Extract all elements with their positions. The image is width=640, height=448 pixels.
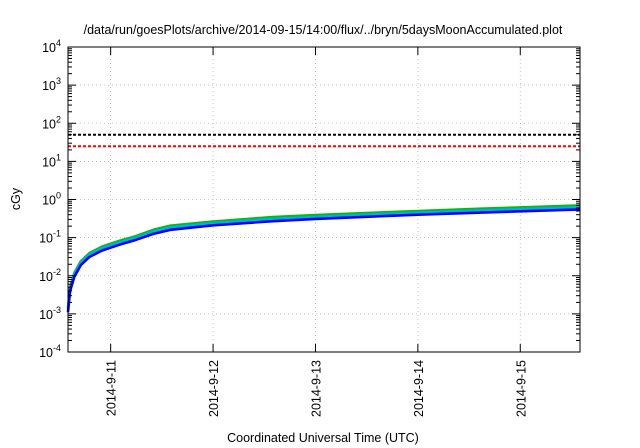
y-tick-label: 100 [42, 191, 61, 208]
x-axis-label: Coordinated Universal Time (UTC) [227, 431, 419, 445]
y-tick-label: 10-1 [39, 229, 61, 246]
y-tick-label: 101 [42, 152, 61, 169]
reference-lines [68, 133, 580, 148]
y-tick-labels: 104 103 102 101 100 10-1 10-2 10-3 10-4 [39, 38, 61, 360]
x-tick-label: 2014-9-13 [309, 360, 323, 417]
x-tick-label: 2014-9-11 [105, 360, 119, 416]
y-tick-label: 10-3 [39, 305, 61, 322]
series-line [66, 204, 581, 308]
x-tick-label: 2014-9-14 [412, 360, 426, 417]
y-tick-label: 10-4 [39, 343, 61, 360]
grid [68, 47, 580, 352]
series-line [66, 205, 581, 310]
y-tick-label: 10-2 [39, 267, 61, 284]
series-line [66, 208, 581, 313]
series-group [66, 204, 581, 313]
chart-title: /data/run/goesPlots/archive/2014-09-15/1… [84, 23, 563, 37]
y-axis-label: cGy [9, 187, 23, 210]
y-tick-label: 104 [42, 38, 61, 55]
x-tick-label: 2014-9-12 [207, 360, 221, 417]
y-tick-label: 103 [42, 76, 61, 93]
tick-marks [68, 46, 580, 353]
y-tick-label: 102 [42, 114, 61, 131]
x-tick-labels: 2014-9-11 2014-9-12 2014-9-13 2014-9-14 2014… [105, 360, 529, 417]
x-tick-label: 2014-9-15 [514, 360, 528, 417]
